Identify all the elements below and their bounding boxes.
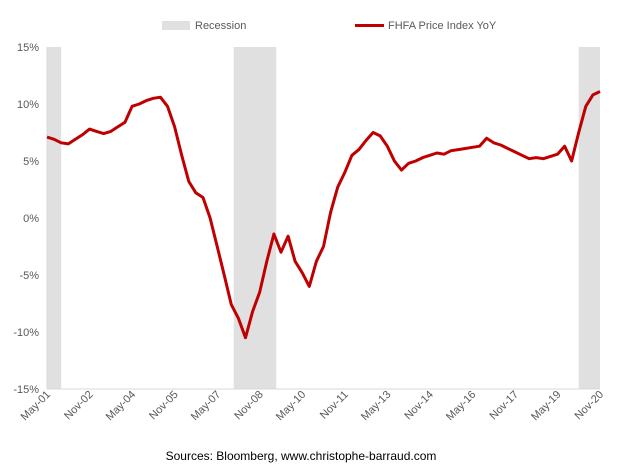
y-tick-label: -15%: [13, 384, 39, 396]
y-tick-label: -10%: [13, 327, 39, 339]
x-tick-label: May-07: [189, 389, 223, 423]
legend-fhfa-label: FHFA Price Index YoY: [388, 20, 497, 32]
legend-recession-swatch: [162, 21, 190, 30]
x-tick-label: Nov-20: [573, 389, 607, 423]
recession-band-2: [578, 47, 600, 389]
legend: Recession FHFA Price Index YoY: [162, 20, 497, 32]
x-tick-labels: May-01 Nov-02 May-04 Nov-05 May-07 Nov-08 May-…: [19, 389, 606, 423]
x-tick-label: Nov-11: [318, 389, 351, 422]
series-line-0: [46, 90, 601, 340]
x-tick-label: Nov-05: [147, 389, 181, 423]
x-tick-label: Nov-08: [232, 389, 266, 423]
x-tick-label: May-16: [444, 389, 478, 423]
recession-band-0: [47, 47, 62, 389]
y-tick-label: 5%: [23, 156, 39, 168]
x-tick-label: May-04: [104, 389, 138, 423]
x-tick-label: Nov-17: [487, 389, 521, 423]
x-tick-label: Nov-14: [402, 389, 436, 423]
y-tick-label: 15%: [17, 42, 39, 54]
legend-recession-label: Recession: [195, 20, 246, 32]
series-layer: [46, 90, 601, 340]
x-tick-label: Nov-02: [62, 389, 96, 423]
recession-band-1: [233, 47, 277, 389]
x-tick-label: May-10: [274, 389, 308, 423]
y-tick-labels: 15% 10% 5% 0% -5% -10% -15%: [13, 42, 39, 396]
y-tick-label: 0%: [23, 213, 39, 225]
x-tick-label: May-19: [529, 389, 563, 423]
source-note: Sources: Bloomberg, www.christophe-barra…: [166, 449, 437, 463]
axes: [46, 47, 600, 390]
x-tick-label: May-13: [359, 389, 393, 423]
y-tick-label: 10%: [17, 99, 39, 111]
recession-bands: [47, 47, 600, 389]
y-tick-label: -5%: [19, 270, 39, 282]
